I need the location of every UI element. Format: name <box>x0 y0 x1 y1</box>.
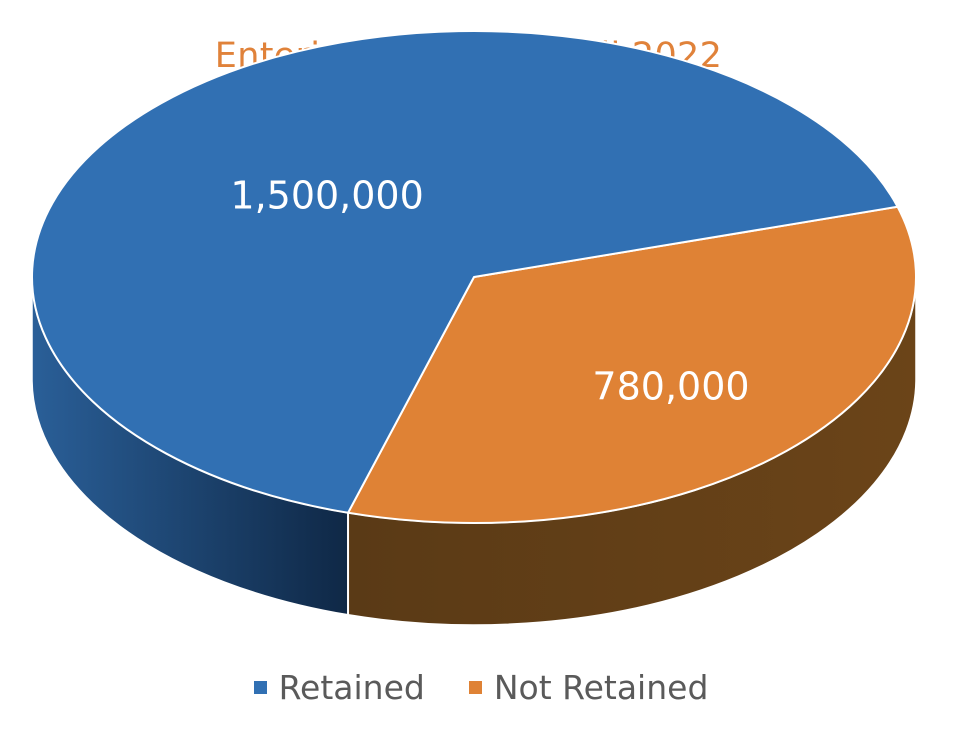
legend-item-retained: Retained <box>253 668 425 707</box>
chart-legend: Retained Not Retained <box>0 668 962 707</box>
data-label-not-retained: 780,000 <box>592 365 749 409</box>
legend-item-not-retained: Not Retained <box>468 668 709 707</box>
slice-retained <box>31 30 899 514</box>
slice-not-retained <box>347 205 917 524</box>
data-label-retained: 1,500,000 <box>230 173 423 217</box>
legend-swatch-retained <box>253 681 267 694</box>
legend-label-not-retained: Not Retained <box>493 668 709 707</box>
legend-swatch-not-retained <box>468 681 482 694</box>
legend-label-retained: Retained <box>278 668 425 707</box>
